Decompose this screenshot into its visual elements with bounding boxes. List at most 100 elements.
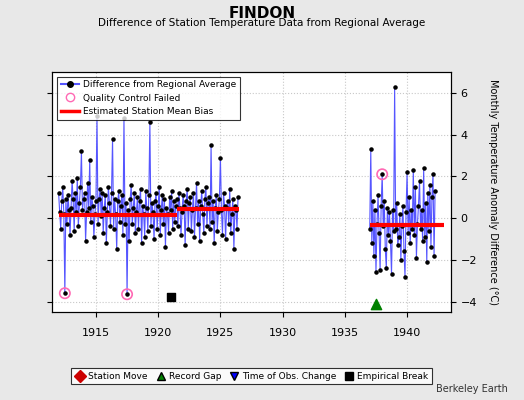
- Point: [167, 294, 175, 300]
- Point: [418, 206, 426, 213]
- Point: [141, 188, 150, 194]
- Point: [414, 202, 423, 209]
- Point: [64, 192, 72, 198]
- Point: [79, 196, 88, 202]
- Point: [221, 202, 229, 209]
- Point: [149, 209, 157, 215]
- Point: [208, 219, 216, 226]
- Point: [381, 246, 389, 252]
- Point: [85, 156, 94, 163]
- Point: [132, 209, 140, 215]
- Point: [408, 225, 417, 232]
- Point: [400, 248, 408, 255]
- Point: [73, 175, 82, 182]
- Point: [192, 180, 201, 186]
- Point: [174, 190, 183, 196]
- Point: [115, 188, 123, 194]
- Point: [171, 219, 179, 226]
- Point: [94, 221, 102, 228]
- Point: [59, 184, 67, 190]
- Point: [403, 169, 411, 175]
- Point: [231, 202, 239, 209]
- Point: [120, 115, 128, 121]
- Point: [210, 240, 219, 246]
- Point: [128, 221, 136, 228]
- Point: [66, 232, 74, 238]
- Point: [160, 196, 169, 202]
- Point: [194, 198, 203, 204]
- Point: [102, 240, 111, 246]
- Point: [101, 192, 110, 198]
- Point: [80, 190, 89, 196]
- Point: [159, 221, 168, 228]
- Text: 1940: 1940: [393, 328, 421, 338]
- Point: [91, 211, 99, 217]
- Point: [133, 194, 141, 200]
- Point: [405, 194, 413, 200]
- Y-axis label: Monthly Temperature Anomaly Difference (°C): Monthly Temperature Anomaly Difference (…: [488, 79, 498, 305]
- Point: [167, 206, 175, 213]
- Point: [181, 242, 189, 248]
- Point: [65, 206, 73, 213]
- Point: [368, 240, 376, 246]
- Point: [177, 232, 185, 238]
- Point: [119, 232, 127, 238]
- Point: [82, 209, 91, 215]
- Point: [184, 225, 192, 232]
- Point: [170, 198, 178, 204]
- Point: [126, 196, 134, 202]
- Point: [97, 213, 105, 219]
- Point: [147, 223, 155, 230]
- Point: [380, 198, 388, 204]
- Point: [413, 221, 422, 228]
- Point: [224, 221, 233, 228]
- Point: [129, 204, 137, 211]
- Point: [409, 167, 418, 173]
- Point: [200, 230, 208, 236]
- Point: [61, 290, 69, 296]
- Point: [57, 225, 65, 232]
- Point: [369, 198, 377, 204]
- Point: [155, 184, 163, 190]
- Point: [123, 291, 132, 298]
- Point: [185, 200, 193, 207]
- Point: [214, 209, 223, 215]
- Point: [373, 221, 381, 228]
- Point: [98, 190, 106, 196]
- Point: [387, 271, 396, 278]
- Point: [72, 209, 81, 215]
- Point: [366, 225, 374, 232]
- Point: [152, 190, 160, 196]
- Point: [419, 238, 427, 244]
- Point: [158, 192, 167, 198]
- Point: [217, 206, 226, 213]
- Point: [189, 190, 198, 196]
- Point: [416, 177, 424, 184]
- Point: [178, 209, 186, 215]
- Text: 1925: 1925: [206, 328, 235, 338]
- Point: [424, 228, 433, 234]
- Point: [68, 177, 77, 184]
- Point: [125, 238, 133, 244]
- Legend: Station Move, Record Gap, Time of Obs. Change, Empirical Break: Station Move, Record Gap, Time of Obs. C…: [71, 368, 432, 384]
- Point: [402, 209, 410, 215]
- Point: [127, 182, 135, 188]
- Point: [422, 259, 431, 265]
- Point: [157, 206, 166, 213]
- Point: [374, 192, 382, 198]
- Point: [95, 196, 103, 202]
- Point: [230, 246, 238, 252]
- Point: [193, 221, 202, 228]
- Point: [88, 194, 96, 200]
- Point: [124, 206, 132, 213]
- Point: [138, 202, 147, 209]
- Point: [211, 204, 220, 211]
- Point: [188, 206, 196, 213]
- Point: [206, 225, 214, 232]
- Point: [172, 202, 180, 209]
- Point: [391, 225, 400, 232]
- Point: [388, 206, 397, 213]
- Point: [371, 206, 379, 213]
- Point: [108, 136, 117, 142]
- Point: [148, 200, 156, 207]
